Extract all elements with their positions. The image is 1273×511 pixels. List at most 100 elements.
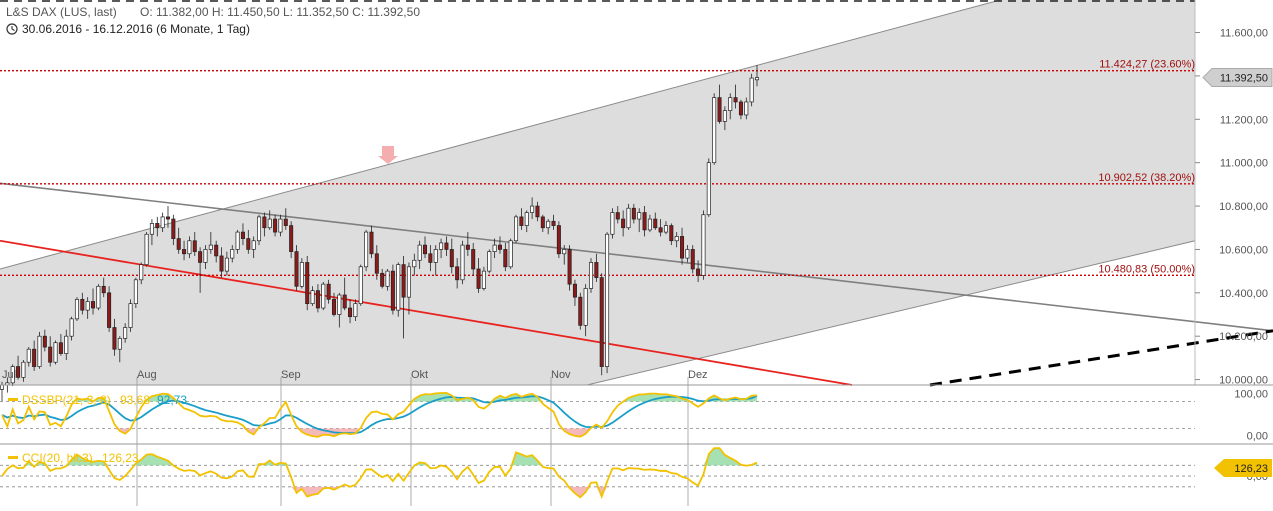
candle-body bbox=[364, 231, 369, 268]
last-price-tag bbox=[1202, 68, 1273, 88]
candle-body bbox=[642, 212, 647, 231]
candle-body bbox=[374, 253, 379, 274]
cci-last-value-tag bbox=[1214, 459, 1272, 477]
candle-body bbox=[658, 227, 663, 233]
y-tick-label: 10.200,00 bbox=[1219, 331, 1268, 343]
candle-body bbox=[680, 236, 685, 259]
candle-body bbox=[733, 97, 738, 103]
signal-arrow-icon bbox=[378, 146, 398, 164]
dss-signal-line bbox=[1, 394, 758, 435]
candle-body bbox=[653, 218, 658, 229]
dss-title: DSSBP(21, 3, 8) bbox=[22, 393, 111, 407]
candle-body bbox=[621, 218, 626, 229]
candle-body bbox=[299, 262, 304, 287]
candle-body bbox=[251, 240, 256, 250]
channel-lower-line bbox=[586, 240, 1196, 386]
candle-body bbox=[192, 240, 197, 252]
candle-body bbox=[353, 303, 358, 318]
candle-body bbox=[182, 249, 187, 255]
candle-body bbox=[428, 253, 433, 263]
dss-value-main: 93,68 bbox=[120, 393, 150, 407]
candle-body bbox=[331, 298, 336, 315]
cci-oversold-fill bbox=[2, 486, 757, 498]
candle-body bbox=[278, 218, 283, 233]
candle-body bbox=[406, 266, 411, 298]
candle-body bbox=[599, 277, 604, 367]
channel-upper-line bbox=[0, 0, 1001, 270]
candle-body bbox=[749, 77, 754, 103]
candle-body bbox=[738, 101, 743, 116]
candle-body bbox=[262, 216, 267, 229]
candle-body bbox=[165, 216, 171, 220]
candle-body bbox=[321, 283, 326, 309]
candle-body bbox=[530, 205, 535, 213]
ohlc-readout: O: 11.382,00 H: 11.450,50 L: 11.352,50 C… bbox=[140, 5, 420, 19]
cci-value: 126,23 bbox=[102, 451, 139, 465]
candle-body bbox=[203, 249, 208, 263]
candle-body bbox=[615, 212, 620, 220]
x-tick-label: Sep bbox=[281, 369, 301, 381]
candle-body bbox=[235, 231, 240, 250]
candle-body bbox=[149, 223, 154, 235]
candle-body bbox=[412, 259, 417, 268]
candle-body bbox=[476, 268, 481, 289]
candle-body bbox=[48, 346, 53, 363]
candle-body bbox=[283, 218, 288, 226]
candle-body bbox=[208, 244, 213, 250]
candle-body bbox=[396, 264, 401, 311]
candle-body bbox=[551, 220, 556, 226]
candle-body bbox=[492, 244, 497, 252]
y-tick-label: 11.200,00 bbox=[1220, 114, 1268, 126]
candle-body bbox=[310, 290, 315, 305]
x-tick-label: Okt bbox=[411, 369, 428, 381]
cci-legend-swatch bbox=[8, 456, 18, 459]
candle-body bbox=[540, 216, 545, 229]
candle-body bbox=[123, 327, 128, 339]
candle-body bbox=[556, 225, 561, 255]
candle-body bbox=[417, 244, 422, 261]
candle-body bbox=[401, 264, 406, 298]
cci-line bbox=[1, 447, 758, 500]
candle-body bbox=[224, 257, 229, 272]
trendline-dashed-black bbox=[929, 329, 1273, 387]
candle-body bbox=[171, 218, 176, 239]
candle-body bbox=[257, 216, 262, 242]
candle-body bbox=[348, 307, 353, 318]
candle-body bbox=[728, 97, 733, 111]
candle-body bbox=[26, 348, 31, 363]
y-tick-label: 11.600,00 bbox=[1220, 28, 1268, 40]
candle-body bbox=[42, 335, 47, 348]
candle-body bbox=[96, 285, 101, 309]
candle-body bbox=[497, 244, 502, 250]
candle-body bbox=[487, 251, 492, 272]
candle-body bbox=[567, 249, 572, 285]
dss-oversold-fill bbox=[2, 428, 757, 437]
candle-body bbox=[294, 251, 299, 287]
y-tick-label: 10.000,00 bbox=[1219, 375, 1268, 387]
candle-body bbox=[647, 218, 652, 231]
candle-body bbox=[289, 225, 294, 252]
candle-body bbox=[471, 249, 476, 270]
candle-body bbox=[21, 361, 26, 378]
candle-body bbox=[214, 244, 219, 257]
candle-body bbox=[139, 264, 144, 281]
candle-body bbox=[128, 303, 133, 328]
trend-channel-fill bbox=[0, 0, 1195, 385]
trendline-grey bbox=[0, 182, 1273, 332]
candle-body bbox=[663, 225, 668, 233]
y-tick-label: 10.400,00 bbox=[1219, 288, 1268, 300]
candle-body bbox=[696, 268, 701, 276]
candle-body bbox=[0, 384, 5, 390]
x-tick-label: Jul bbox=[2, 369, 16, 381]
candle-body bbox=[605, 233, 610, 367]
candle-body bbox=[16, 366, 21, 378]
candle-body bbox=[690, 249, 695, 270]
period-label: 30.06.2016 - 16.12.2016 (6 Monate, 1 Tag… bbox=[22, 22, 250, 36]
candle-body bbox=[267, 218, 272, 229]
cci-title: CCI(20, hlc3) bbox=[22, 451, 93, 465]
candle-body bbox=[390, 270, 395, 311]
dss-tick-label: 100,00 bbox=[1234, 389, 1268, 401]
cci-last-value-label: 126,23 bbox=[1234, 463, 1268, 475]
